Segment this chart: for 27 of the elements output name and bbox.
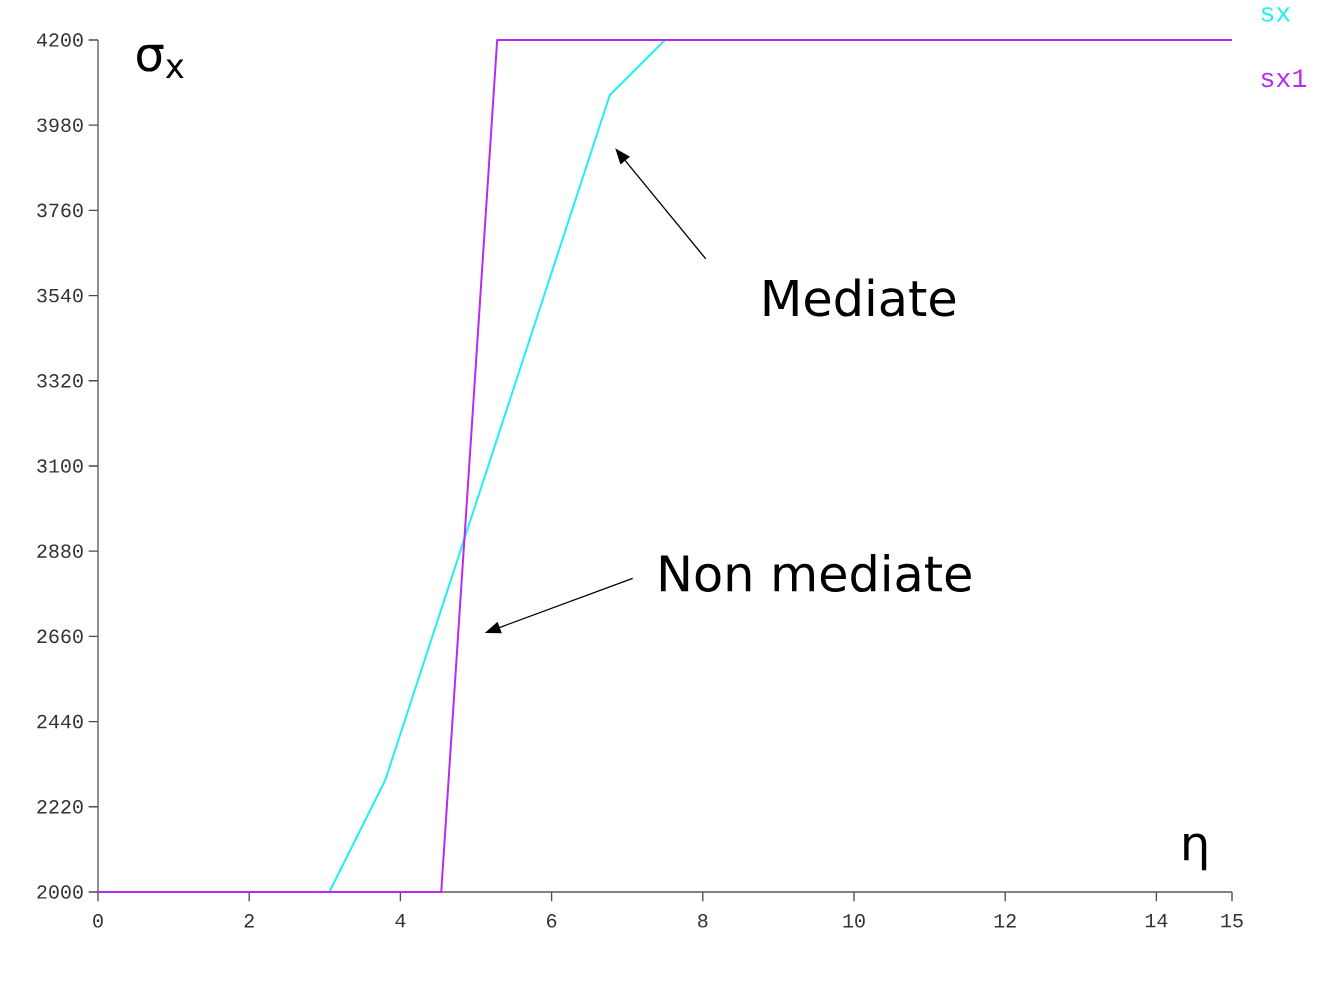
series-label: sx — [1261, 7, 1291, 22]
y-tick-label: 2880 — [37, 544, 83, 558]
y-tick-label: 3760 — [37, 203, 83, 218]
x-tick-label: 6 — [547, 914, 557, 928]
line-series — [97, 38, 1234, 893]
x-tick-label: 8 — [698, 914, 708, 928]
annotation: Mediate — [764, 278, 956, 317]
y-tick-label: 3100 — [37, 459, 83, 473]
y-tick-label: 2440 — [37, 714, 83, 729]
x-tick-label: 15 — [1221, 914, 1243, 928]
y-tick-label: 4200 — [36, 33, 83, 47]
annotation: Non mediate — [660, 553, 971, 593]
x-axis-title: η — [1184, 833, 1207, 871]
x-tick-label: 2 — [244, 914, 254, 928]
x-tick-label: 4 — [395, 914, 406, 928]
y-tick-label: 3320 — [37, 373, 83, 388]
y-tick-label: 3540 — [37, 288, 83, 303]
y-tick-label: 3980 — [37, 118, 83, 132]
x-tick-label: 10 — [843, 914, 865, 928]
y-axis-title: σ$_{x}$ — [137, 44, 184, 78]
x-tick-label: 12 — [994, 914, 1016, 928]
x-tick-label: 14 — [1145, 914, 1168, 928]
y-tick-label: 2660 — [37, 629, 83, 644]
y-tick-label: 2000 — [37, 885, 83, 899]
y-tick-label: 2220 — [37, 799, 83, 814]
x-tick-label: 0 — [93, 914, 103, 928]
series-label: sx1 — [1261, 69, 1307, 88]
